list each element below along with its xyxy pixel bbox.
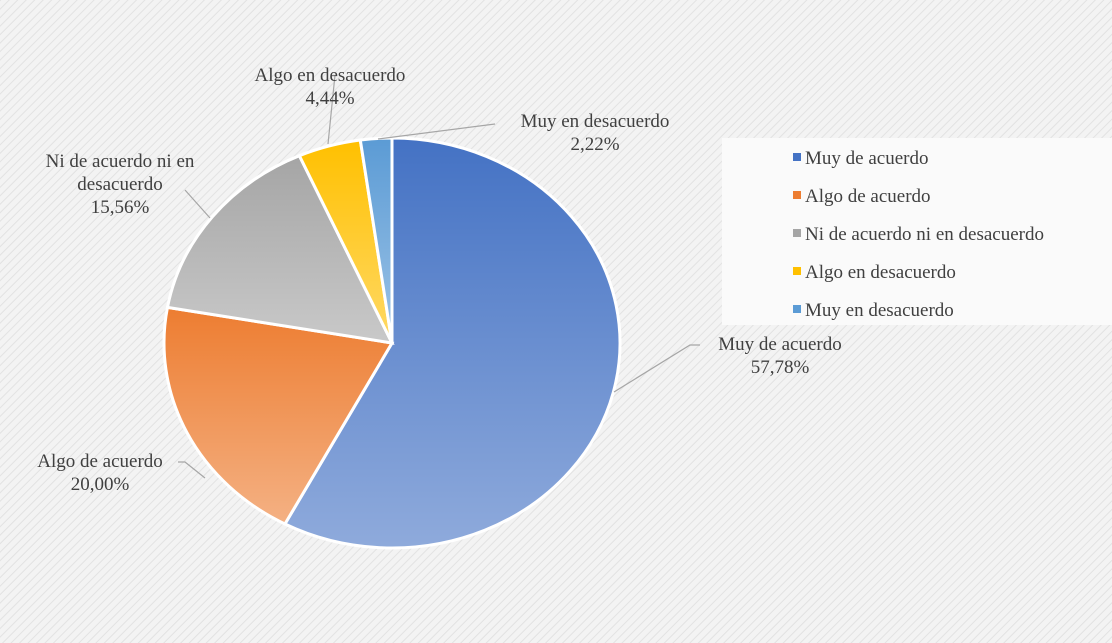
slice-shine <box>360 138 392 343</box>
legend-label: Ni de acuerdo ni en desacuerdo <box>805 224 1044 245</box>
data-label: Muy en desacuerdo 2,22% <box>520 111 670 155</box>
legend-label: Muy de acuerdo <box>805 148 929 169</box>
legend-label: Muy en desacuerdo <box>805 300 954 321</box>
data-label: Muy de acuerdo 57,78% <box>718 334 842 378</box>
slice-shine <box>299 139 392 343</box>
legend-item: Algo de acuerdo <box>793 186 931 208</box>
data-label: Algo en desacuerdo 4,44% <box>254 65 406 109</box>
legend-swatch <box>793 305 801 313</box>
legend-item: Algo en desacuerdo <box>793 262 956 284</box>
legend-swatch <box>793 191 801 199</box>
slice-shine <box>163 307 392 524</box>
slice-shine <box>284 138 620 548</box>
slice-shine <box>167 155 392 343</box>
legend: Muy de acuerdo Algo de acuerdo Ni de acuer… <box>722 138 1112 325</box>
legend-item: Muy en desacuerdo <box>793 300 954 322</box>
data-label: Ni de acuerdo ni en desacuerdo 15,56% <box>45 151 195 218</box>
legend-item: Ni de acuerdo ni en desacuerdo <box>793 224 1044 246</box>
legend-swatch <box>793 153 801 161</box>
legend-item: Muy de acuerdo <box>793 148 928 170</box>
legend-swatch <box>793 229 801 237</box>
data-label: Algo de acuerdo 20,00% <box>37 451 163 495</box>
legend-swatch <box>793 267 801 275</box>
legend-label: Algo de acuerdo <box>805 186 931 207</box>
legend-label: Algo en desacuerdo <box>805 262 956 283</box>
leader-lines <box>178 74 700 479</box>
